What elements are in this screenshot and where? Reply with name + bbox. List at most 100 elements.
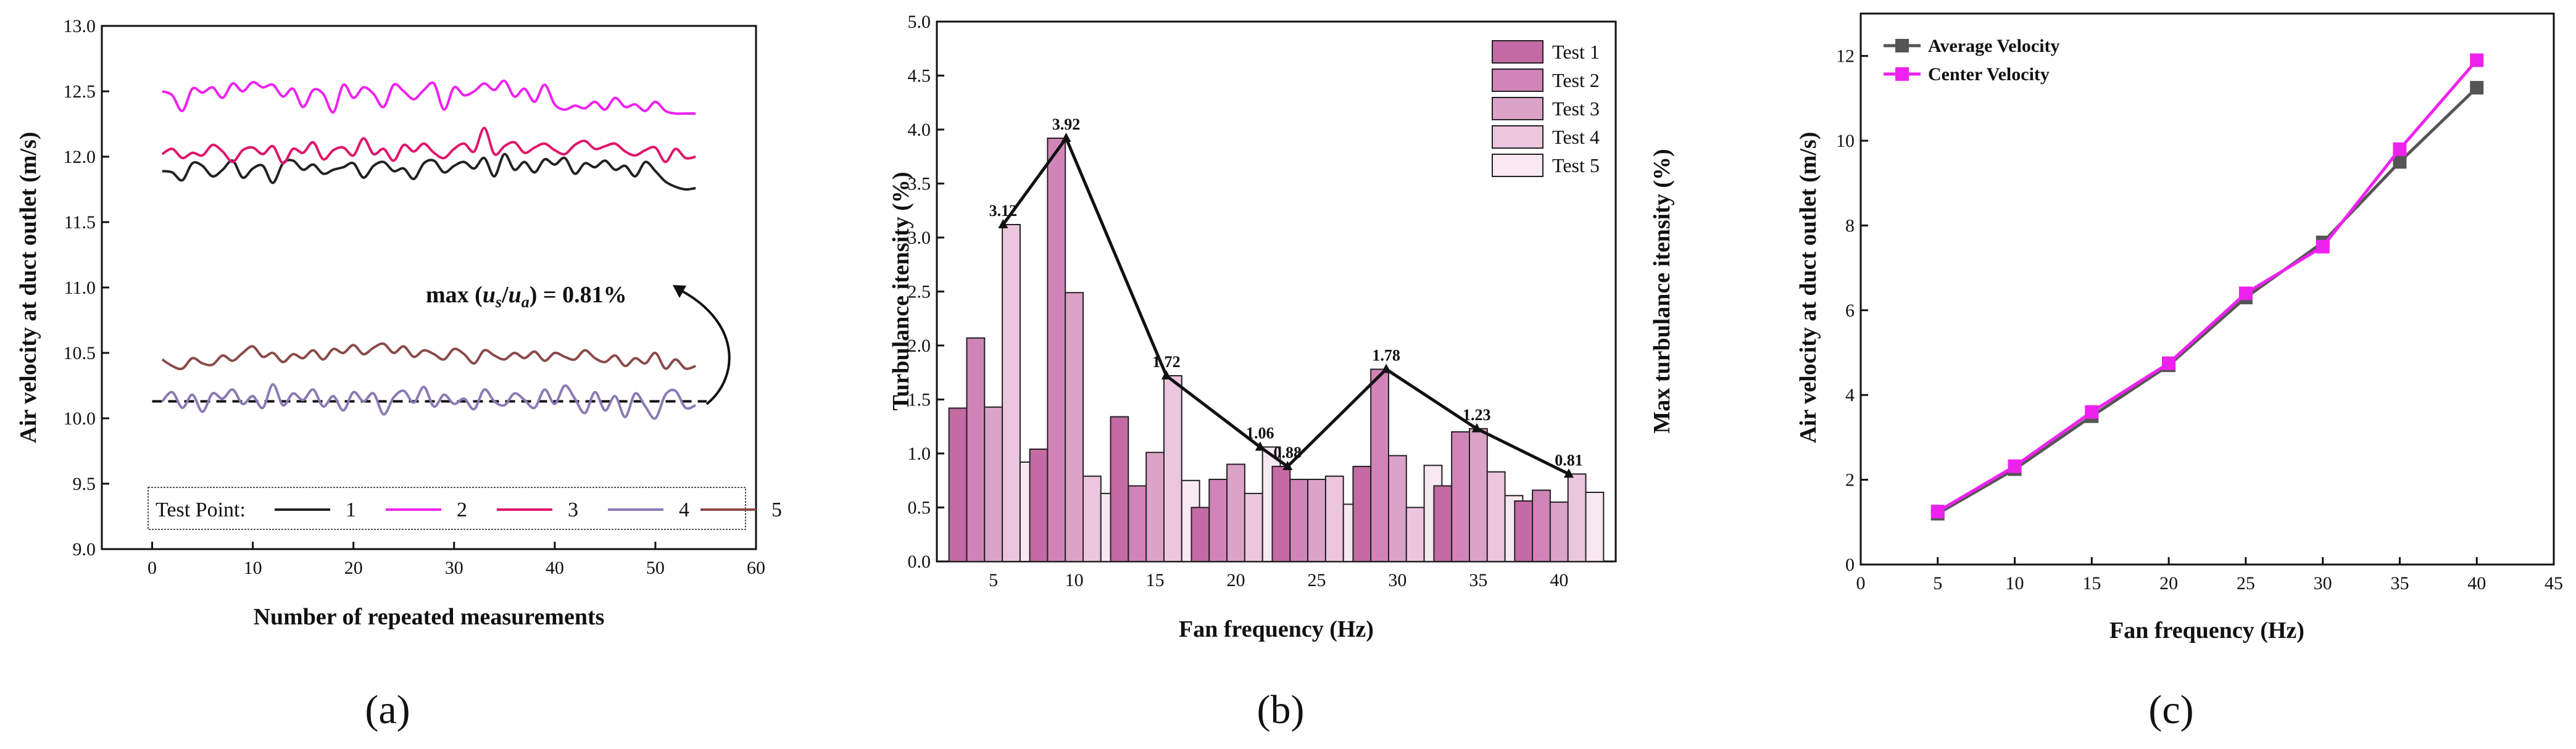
y-tick-label: 10.0 [64,408,96,429]
series-4-line [161,383,696,420]
x-tick-label: 10 [244,558,262,578]
legend-marker-2 [1895,67,1909,81]
x-tick-label: 30 [445,558,463,578]
series-center-velocity-marker [2162,356,2176,370]
panel-c-ylabel: Air velocity at duct outlet (m/s) [1795,132,1821,444]
panel-a-legend-title: Test Point: [156,499,246,521]
bar-test-1-10hz [1029,449,1049,562]
legend-label-test-3: Test 3 [1552,97,1600,120]
legend-label-2: 2 [457,499,467,521]
bar-test-2-35hz [1451,431,1470,562]
bar-test-1-20hz [1190,507,1210,562]
legend-label-test-1: Test 1 [1552,41,1600,63]
bar-test-2-25hz [1289,479,1309,562]
x-tick-label: 5 [1933,573,1942,594]
panel-c-xlabel: Fan frequency (Hz) [2109,618,2304,643]
x-tick-label: 20 [2159,573,2178,594]
annotation-suffix: ) = 0.81% [530,282,627,308]
panel-b-legend: Test 1 Test 2 Test 3 Test 4 Test 5 [1492,40,1600,177]
series-3-line [161,126,696,165]
series-5-line [161,342,696,371]
panel-a-annotation-arrow [677,288,731,405]
panel-a-max-annotation: max (us/ua) = 0.81% [426,282,627,311]
bar-test-1-40hz [1514,500,1534,562]
bar-test-4-35hz [1486,471,1506,563]
x-tick-label: 60 [747,558,765,578]
annotation-sub1: s [495,293,502,311]
bar-test-2-10hz [1047,138,1066,562]
max-point-marker [1282,461,1293,470]
panel-c-label: (c) [2148,687,2193,732]
legend-marker-1 [1895,39,1909,52]
legend-label-3: 3 [568,499,578,521]
legend-label-1: Average Velocity [1928,36,2060,56]
y-tick-label: 0.5 [908,498,931,518]
legend-label-test-4: Test 4 [1552,126,1600,148]
y-tick-label: 4.5 [908,66,931,86]
legend-label-test-2: Test 2 [1552,69,1600,91]
legend-label-2: Center Velocity [1928,64,2050,85]
panel-b-y2label: Max turbulance itensity (%) [1649,149,1675,433]
max-point-marker [1061,133,1071,142]
y-tick-label: 1.5 [908,390,931,410]
bar-test-1-30hz [1352,466,1372,562]
y-tick-label: 0 [1845,555,1855,575]
bar-test-4-5hz [1002,224,1021,562]
y-tick-label: 0.0 [908,552,931,572]
max-point-label: 1.06 [1246,424,1274,442]
bar-test-4-25hz [1324,475,1344,563]
panel-a-label: (a) [365,687,410,732]
bar-test-2-40hz [1532,489,1551,562]
panel-a: 0 10 20 30 40 50 60 9.0 9.5 10.0 10.5 11.0 11.5 12.0 1… [15,16,782,732]
y-tick-label: 9.0 [73,539,96,560]
legend-swatch-test-3 [1492,97,1544,120]
y-tick-label: 3.5 [908,174,931,194]
annotation-prefix: max ( [426,282,483,308]
y-tick-label: 10.5 [64,343,96,363]
annotation-u2: u [509,282,521,308]
x-tick-label: 25 [2237,573,2255,594]
max-point-label: 1.78 [1372,347,1400,365]
max-point-marker [998,219,1008,228]
legend-label-test-5: Test 5 [1552,154,1600,176]
series-average-velocity-marker [2470,81,2484,95]
max-point-marker [1471,423,1482,432]
series-2-line [162,79,696,115]
y-tick-label: 8 [1845,215,1855,236]
x-tick-label: 40 [546,558,564,578]
x-tick-label: 10 [2006,573,2024,594]
y-tick-label: 1.0 [908,444,931,464]
x-tick-label: 35 [1469,570,1487,590]
y-tick-label: 11.0 [64,278,96,298]
series-center-velocity-marker [2393,142,2407,156]
bar-test-4-15hz [1163,375,1182,562]
series-average-velocity-marker [2393,155,2407,169]
max-point-label: 3.92 [1052,115,1081,133]
x-tick-label: 25 [1307,570,1326,590]
max-point-marker [1255,441,1265,451]
bar-test-3-40hz [1549,501,1569,563]
y-tick-label: 2.0 [908,336,931,356]
max-turbulence-line [1002,134,1570,476]
bar-test-3-35hz [1469,428,1488,563]
panel-c-series [1930,53,2484,521]
bar-test-2-5hz [966,337,986,563]
y-tick-label: 12.5 [64,81,96,102]
bar-test-3-5hz [984,406,1003,563]
max-point-marker [1161,370,1171,379]
x-tick-label: 30 [2314,573,2332,594]
y-tick-label: 12 [1836,46,1855,67]
max-point-label: 3.12 [989,202,1018,220]
max-point-label: 0.88 [1274,444,1302,461]
series-center-velocity-marker [2316,239,2330,254]
bar-test-3-25hz [1307,479,1326,562]
legend-label-5: 5 [771,499,782,521]
x-tick-label: 35 [2390,573,2409,594]
y-tick-label: 6 [1845,300,1855,321]
y-tick-label: 13.0 [64,16,96,36]
legend-swatch-test-5 [1492,154,1544,177]
panel-a-annotation-arrowhead [673,285,686,298]
panel-a-legend: 1 2 3 4 5 [275,499,782,521]
panel-b-ticks: 5 10 15 20 25 30 35 40 0.0 0.5 1.0 1.5 2.0 2.5 3.0 3.5 4… [908,12,1569,590]
x-tick-label: 40 [2467,573,2486,594]
